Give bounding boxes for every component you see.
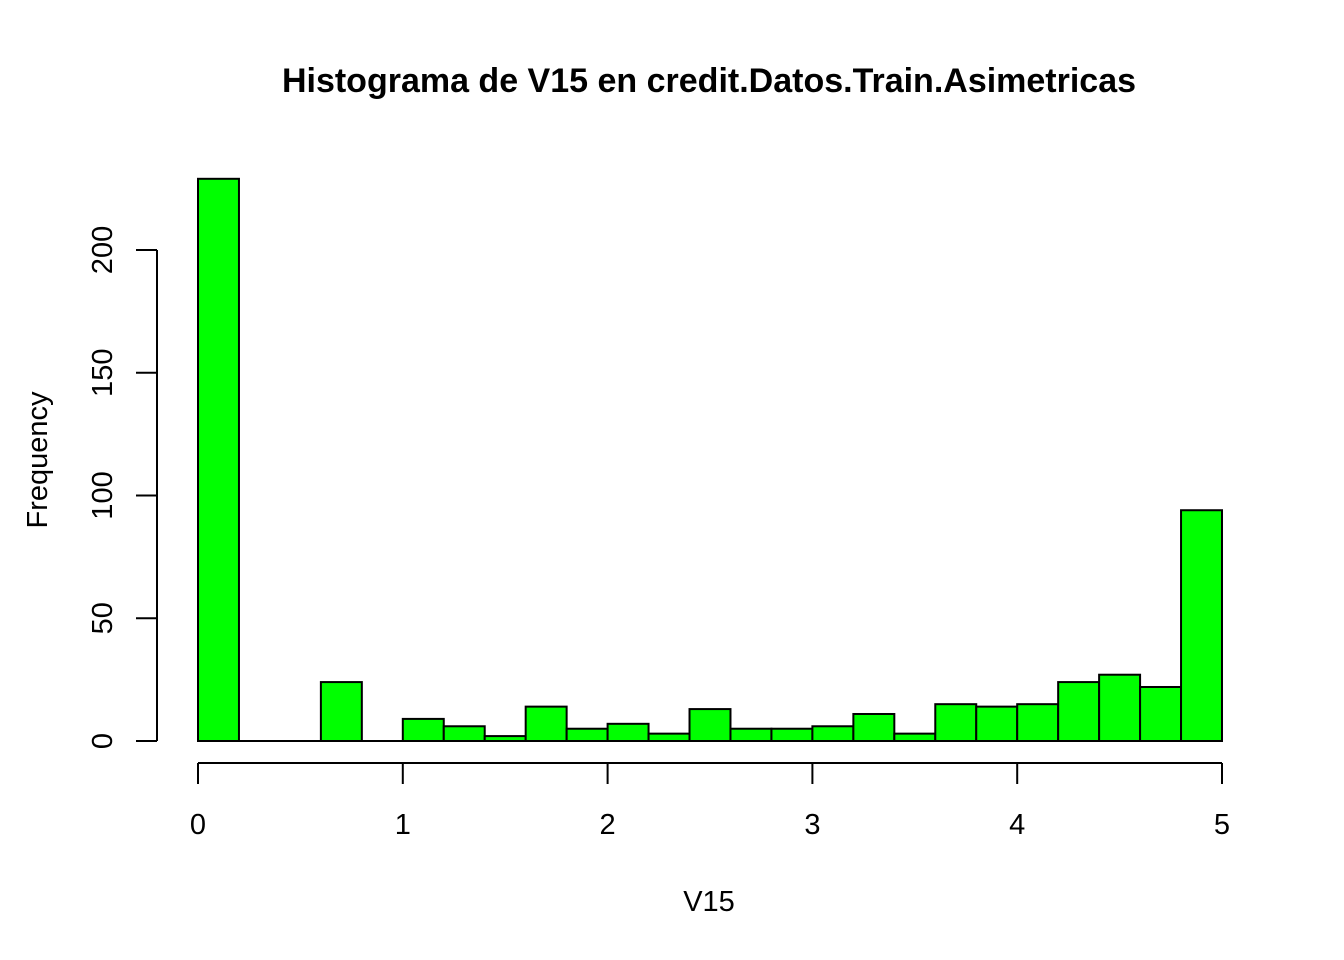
- y-axis: 0 50 100 150 200: [87, 226, 158, 749]
- histogram-bars: [197, 177, 1224, 743]
- histogram-bar: [565, 727, 609, 742]
- y-axis-label: Frequency: [22, 391, 54, 529]
- histogram-bar: [197, 177, 240, 742]
- x-tick-label: 4: [1009, 809, 1025, 841]
- histogram-bar: [1180, 509, 1224, 743]
- histogram-bar: [934, 703, 978, 742]
- y-tick-label: 150: [87, 349, 119, 397]
- histogram-bar: [319, 681, 363, 743]
- histogram-bar: [1016, 703, 1060, 742]
- chart-title: Histograma de V15 en credit.Datos.Train.…: [282, 62, 1136, 100]
- histogram-bar: [1139, 685, 1183, 742]
- histogram-bar: [647, 732, 691, 743]
- histogram-bar: [606, 722, 650, 743]
- histogram-bar: [1057, 681, 1101, 743]
- histogram-bar: [852, 712, 896, 742]
- y-tick-label: 200: [87, 226, 119, 274]
- histogram-bar: [975, 705, 1019, 743]
- histogram-bar: [893, 732, 937, 743]
- y-tick-label: 0: [87, 733, 119, 749]
- histogram-bar: [401, 717, 445, 743]
- x-tick-label: 2: [600, 809, 616, 841]
- y-tick-label: 50: [87, 602, 119, 634]
- histogram-bar: [1098, 673, 1142, 743]
- x-tick-label: 1: [395, 809, 411, 841]
- histogram-bar: [729, 727, 773, 742]
- x-tick-label: 3: [804, 809, 820, 841]
- histogram-bar: [811, 725, 855, 743]
- histogram-bar: [524, 705, 568, 743]
- x-axis-label: V15: [683, 886, 735, 918]
- histogram-bar: [442, 725, 486, 743]
- x-tick-label: 5: [1214, 809, 1230, 841]
- x-tick-label: 0: [190, 809, 206, 841]
- histogram-bar: [770, 727, 814, 742]
- histogram-bar: [688, 708, 732, 743]
- y-tick-label: 100: [87, 471, 119, 519]
- x-axis: 0 1 2 3 4 5: [190, 762, 1230, 841]
